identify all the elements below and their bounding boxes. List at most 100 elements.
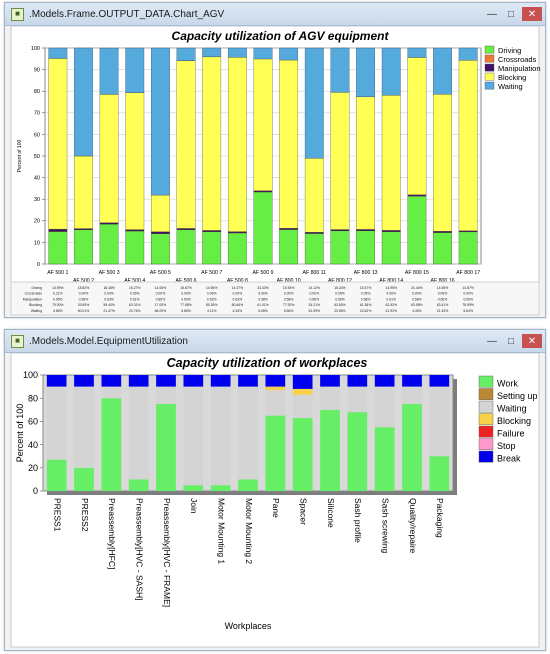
bar-segment-driving	[356, 230, 375, 265]
bar-segment-driving	[381, 231, 401, 265]
legend-label: Setting up	[497, 391, 538, 401]
table-cell: 14.06%	[155, 286, 167, 290]
table-cell: 0.58%	[258, 297, 268, 301]
table-cell: 5.08%	[258, 309, 268, 313]
minimize-icon[interactable]: —	[487, 335, 497, 347]
bar-segment-work	[292, 417, 313, 491]
table-cell: 33.59%	[78, 303, 90, 307]
bar-sash-screwing	[374, 375, 395, 491]
y-tick-label: 60	[34, 132, 40, 138]
bar-silicone	[320, 375, 340, 491]
bar-segment-manipulation	[330, 229, 350, 231]
y-tick-label: 80	[28, 393, 38, 403]
table-cell: 5.56%	[284, 309, 294, 313]
bar-af-500-2	[74, 47, 93, 265]
bar-segment-break	[320, 375, 340, 387]
bar-segment-waiting	[279, 47, 299, 61]
table-cell: 51.09%	[309, 309, 321, 313]
bar-segment-blocking	[381, 95, 401, 231]
bar-join	[183, 375, 204, 491]
y-axis-label: Percent of 100	[17, 140, 23, 173]
bar-segment-waiting	[176, 47, 196, 61]
bar-segment-waiting	[407, 47, 427, 58]
y-tick-label: 60	[28, 417, 38, 427]
table-cell: 0.00%	[104, 292, 114, 296]
x-tick-label: AF 500 1	[47, 270, 68, 276]
bar-segment-work	[265, 415, 286, 491]
table-cell: 0.58%	[284, 297, 294, 301]
table-cell: 77.68%	[180, 303, 192, 307]
bar-press1	[46, 375, 67, 491]
title-bar[interactable]: ■ .Models.Frame.OUTPUT_DATA.Chart_AGV — …	[5, 3, 545, 26]
maximize-icon[interactable]: □	[507, 8, 515, 20]
bar-segment-manipulation	[227, 231, 247, 234]
bar-segment-blocking	[74, 155, 93, 229]
bar-segment-manipulation	[407, 194, 427, 197]
y-tick-label: 90	[34, 68, 40, 74]
legend-swatch	[478, 413, 494, 425]
x-tick-label: AF 800 13	[354, 270, 378, 276]
bar-af-800-13	[356, 47, 375, 265]
table-cell: 21.92%	[385, 309, 397, 313]
x-tick-label: Packaging	[435, 498, 445, 538]
bar-segment-driving	[330, 230, 350, 265]
bar-segment-work	[210, 485, 231, 491]
y-tick-label: 40	[28, 440, 38, 450]
table-cell: 15.87%	[180, 286, 192, 290]
table-cell: 0.58%	[79, 297, 89, 301]
bar-af-800-10	[279, 47, 299, 265]
table-cell: 80.66%	[232, 303, 244, 307]
table-cell: 14.12%	[309, 286, 321, 290]
close-icon[interactable]: ✕	[522, 334, 542, 348]
table-cell: 0.00%	[386, 292, 396, 296]
bar-af-500-8	[227, 47, 247, 265]
bar-af-800-12	[330, 47, 350, 265]
table-cell: 0.00%	[156, 292, 166, 296]
bar-segment-break	[429, 375, 450, 387]
bar-segment-break	[292, 375, 313, 389]
bar-segment-manipulation	[304, 232, 324, 234]
workplace-chart-window: ■ .Models.Model.EquipmentUtilization — □…	[4, 329, 546, 651]
title-bar[interactable]: ■ .Models.Model.EquipmentUtilization — □…	[5, 330, 545, 353]
table-cell: 20.55%	[334, 309, 346, 313]
minimize-icon[interactable]: —	[487, 8, 497, 20]
table-cell: 62.52%	[385, 303, 397, 307]
table-cell: 15.94%	[283, 286, 295, 290]
bar-segment-break	[402, 375, 422, 387]
table-cell: 78.99%	[462, 303, 474, 307]
x-tick-label: Motor Mounting 1	[216, 498, 226, 564]
y-tick-label: 50	[34, 154, 40, 160]
close-icon[interactable]: ✕	[522, 7, 542, 21]
bar-segment-work	[101, 398, 122, 491]
table-row-header: Crossroads	[25, 292, 43, 296]
table-cell: 14.37%	[232, 286, 244, 290]
table-cell: 0.06%	[207, 292, 217, 296]
x-tick-label: PRESS1	[52, 498, 62, 532]
table-cell: 0.58%	[361, 297, 371, 301]
table-cell: 15.82%	[78, 286, 90, 290]
bar-segment-manipulation	[433, 231, 452, 233]
bar-segment-waiting	[74, 47, 93, 157]
bar-segment-manipulation	[202, 230, 222, 232]
bar-segment-driving	[125, 230, 145, 265]
x-tick-label: AF 800 11	[303, 270, 327, 276]
bar-segment-break	[183, 375, 204, 387]
bar-af-500-3	[99, 47, 119, 265]
x-tick-label: AF 800 16	[431, 278, 455, 284]
app-icon: ■	[11, 334, 24, 348]
x-tick-label: Spacer	[298, 498, 308, 525]
table-cell: 0.63%	[104, 297, 114, 301]
bar-segment-driving	[407, 195, 427, 265]
maximize-icon[interactable]: □	[507, 335, 515, 347]
bar-pane	[265, 375, 286, 491]
bar-segment-driving	[253, 191, 273, 265]
bar-segment-work	[74, 467, 94, 491]
bar-segment-blocking	[433, 94, 452, 232]
bar-af-800-15	[407, 47, 427, 265]
table-cell: 15.37%	[360, 286, 372, 290]
table-cell: 14.55%	[437, 286, 449, 290]
bar-segment-waiting	[128, 386, 149, 480]
table-cell: 5.64%	[463, 309, 473, 313]
table-cell: 0.00%	[233, 292, 243, 296]
bar-segment-blocking	[279, 59, 299, 229]
